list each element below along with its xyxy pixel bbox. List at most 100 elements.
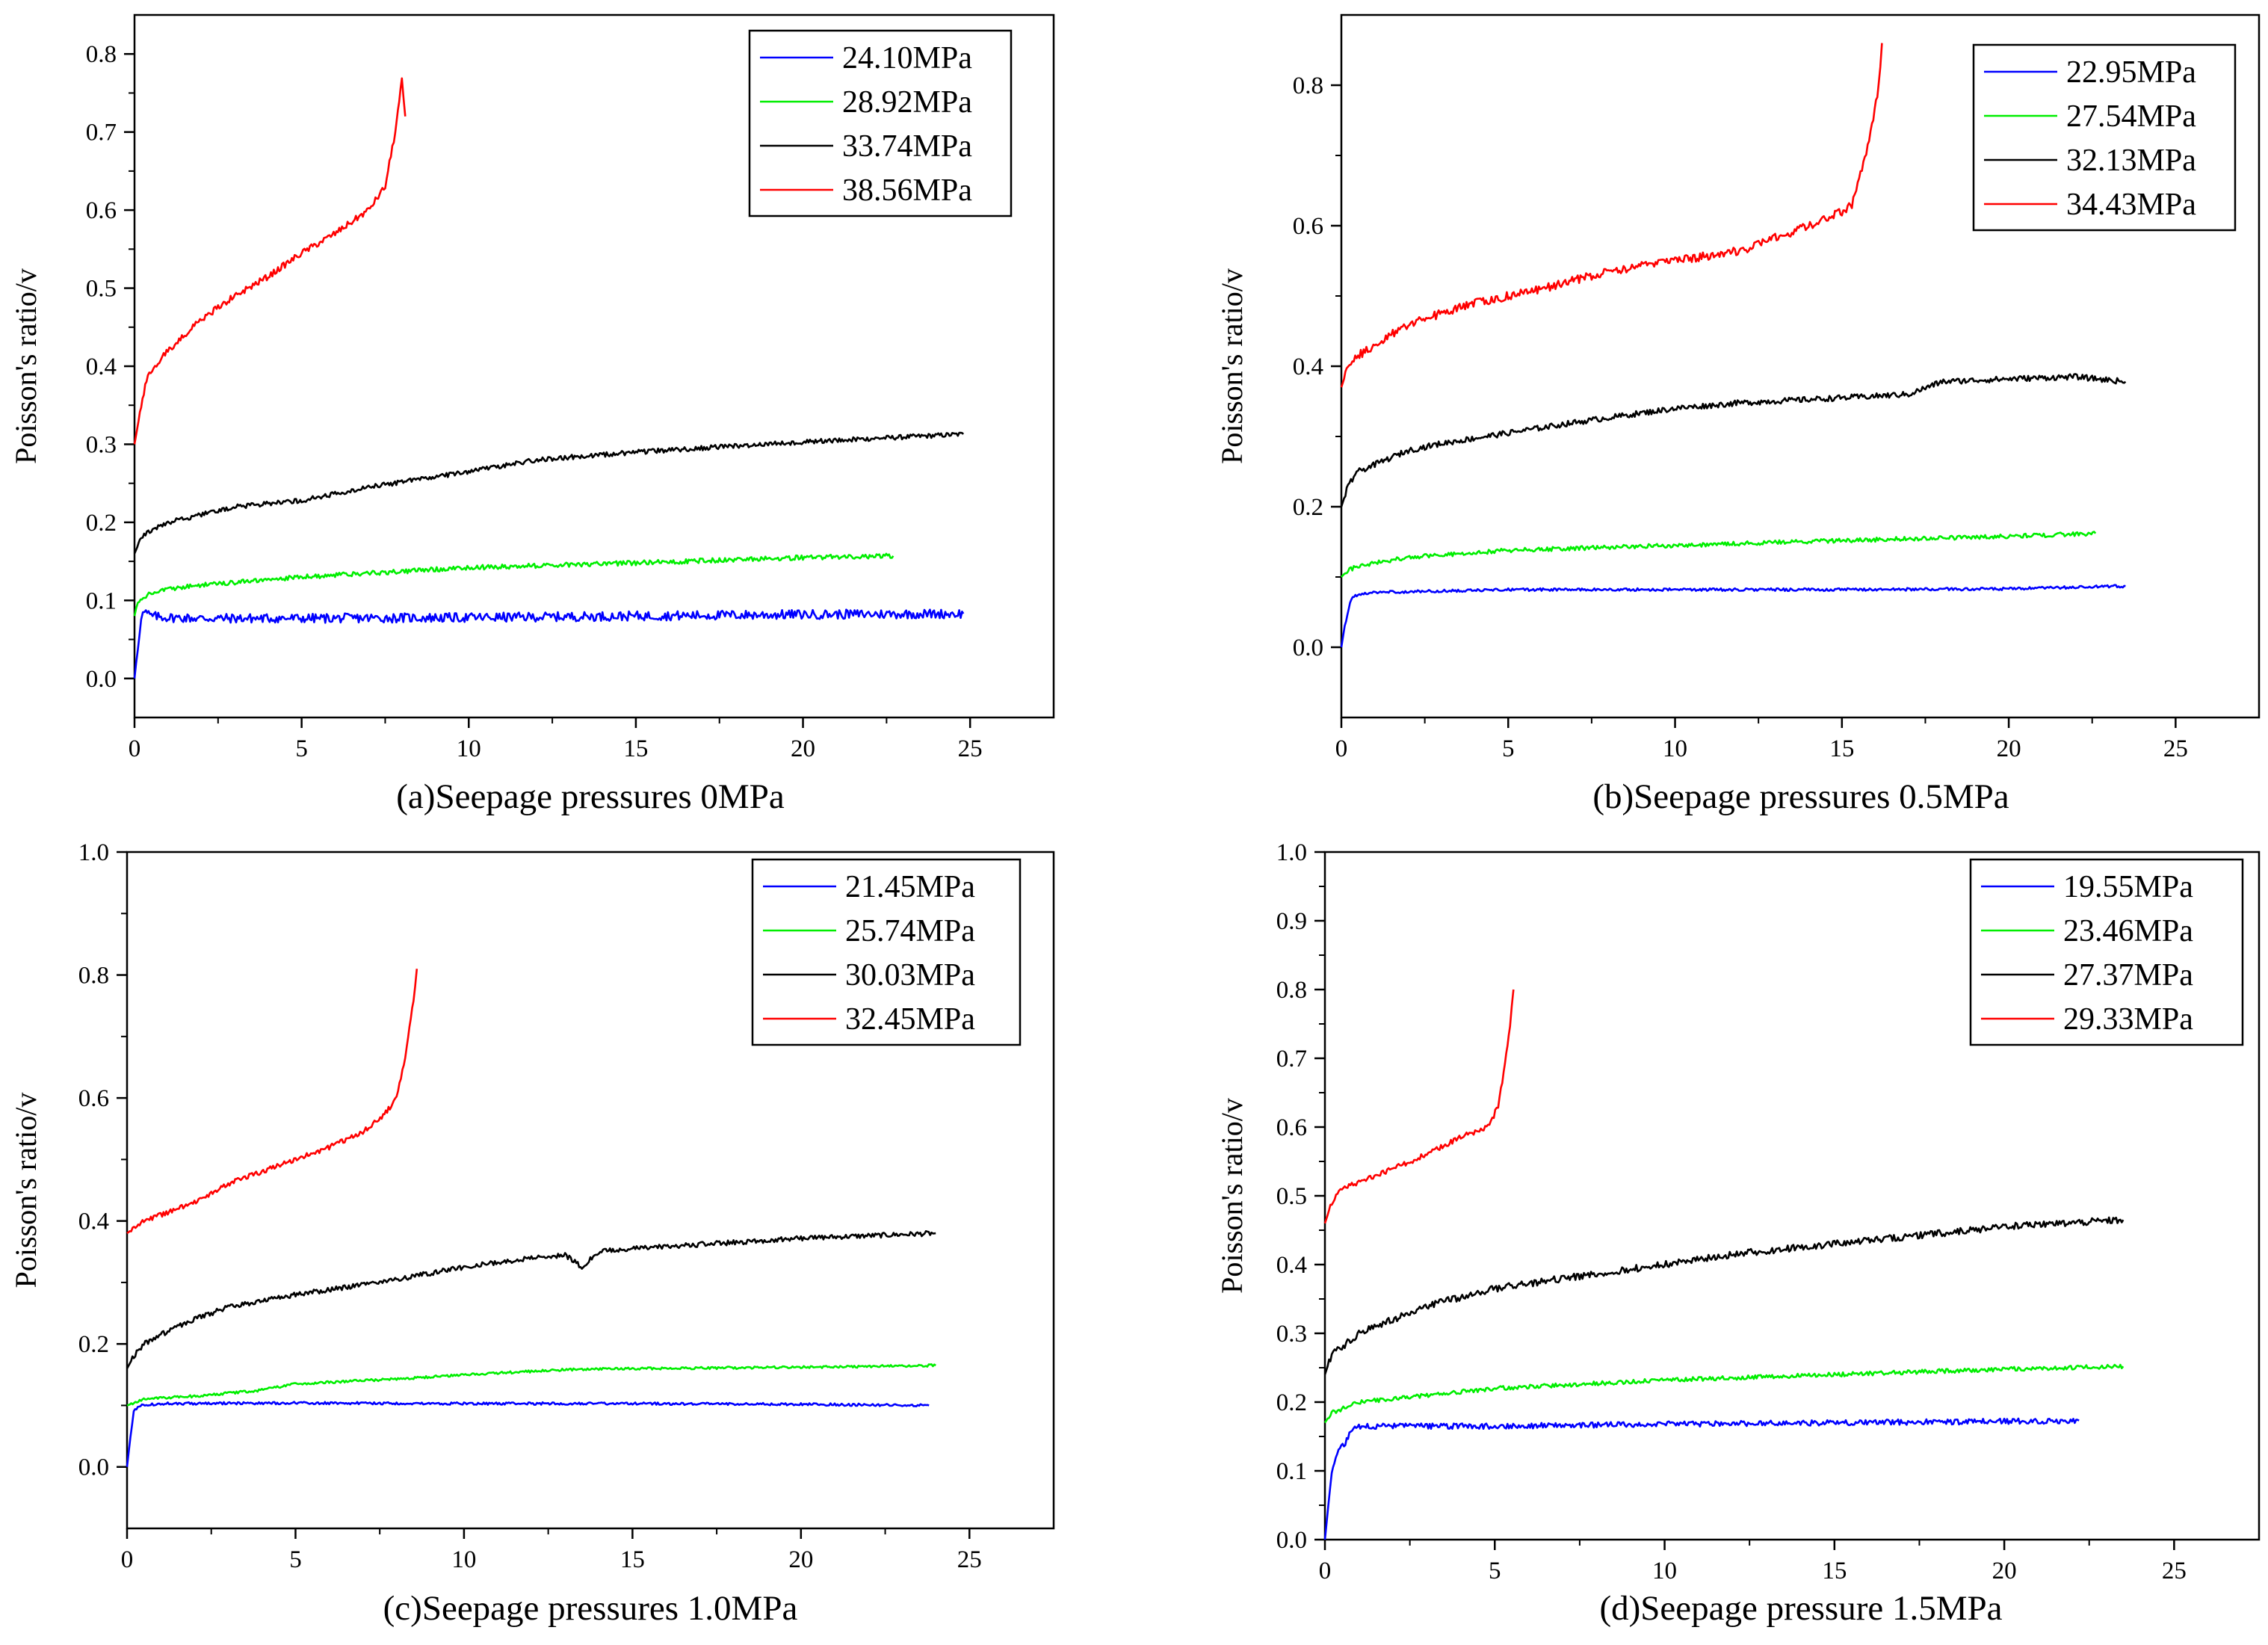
legend-box <box>751 858 1022 1046</box>
y-tick-label: 0.4 <box>1276 1252 1307 1279</box>
x-tick-label: 25 <box>957 1546 982 1573</box>
x-tick-label: 15 <box>620 1546 645 1573</box>
series-line-28.92MPa <box>133 552 894 617</box>
y-axis-title: Poisson's ratio/v <box>1215 268 1249 464</box>
series-line-19.55MPa <box>1323 1417 2080 1540</box>
series-line-30.03MPa <box>126 1230 936 1369</box>
y-tick-label: 0.7 <box>86 120 117 146</box>
x-tick-label: 5 <box>295 735 308 762</box>
series-line-25.74MPa <box>126 1363 936 1407</box>
x-tick-label: 10 <box>457 735 481 762</box>
x-tick-label: 5 <box>1502 735 1515 762</box>
legend-label: 25.74MPa <box>845 914 975 948</box>
series-line-29.33MPa <box>1323 989 1515 1224</box>
y-tick-label: 0.6 <box>78 1085 109 1112</box>
x-tick-label: 10 <box>451 1546 476 1573</box>
legend-label: 34.43MPa <box>2066 188 2196 222</box>
y-tick-label: 0.0 <box>1276 1527 1307 1554</box>
x-tick-label: 0 <box>129 735 141 762</box>
y-tick-label: 0.0 <box>78 1454 109 1481</box>
y-tick-label: 0.8 <box>1293 72 1323 99</box>
series-line-33.74MPa <box>133 431 965 555</box>
y-tick-label: 0.6 <box>1276 1114 1307 1141</box>
x-tick-label: 15 <box>623 735 648 762</box>
y-tick-label: 0.8 <box>86 41 117 68</box>
chart-panel-2: 0 5 10 15 20 25 0.0 0.2 0.4 0.6 0.8 Poisson's ratio… <box>1215 13 2261 816</box>
y-tick-label: 0.6 <box>1293 213 1323 240</box>
x-tick-label: 0 <box>1319 1558 1332 1584</box>
series-line-22.95MPa <box>1340 584 2126 648</box>
legend-label: 23.46MPa <box>2063 914 2193 948</box>
y-axis-title: Poisson's ratio/v <box>9 1093 43 1288</box>
x-tick-label: 15 <box>1829 735 1854 762</box>
legend-label: 32.45MPa <box>845 1002 975 1037</box>
y-tick-label: 0.3 <box>1276 1321 1307 1348</box>
legend-label: 22.95MPa <box>2066 55 2196 90</box>
series-line-34.43MPa <box>1340 43 1883 388</box>
x-tick-label: 25 <box>2163 735 2188 762</box>
y-tick-label: 0.2 <box>1293 494 1323 521</box>
legend-label: 27.37MPa <box>2063 958 2193 993</box>
chart-panel-4: 0 5 10 15 20 25 0.0 0.1 0.2 0.3 0.4 0.5 0.6 0.7 0.8 0.9… <box>1215 839 2261 1628</box>
y-tick-label: 0.2 <box>78 1331 109 1358</box>
y-axis-title: Poisson's ratio/v <box>1215 1098 1249 1294</box>
chart-panel-1: 0 5 10 15 20 25 0.0 0.1 0.2 0.3 0.4 0.5 0.6 0.7 0.8 Poi… <box>9 13 1055 816</box>
x-tick-label: 10 <box>1652 1558 1677 1584</box>
series-line-32.13MPa <box>1340 373 2127 507</box>
x-tick-label: 20 <box>1992 1558 2017 1584</box>
legend-label: 27.54MPa <box>2066 99 2196 134</box>
legend-box <box>748 29 1013 217</box>
series-line-27.54MPa <box>1341 531 2097 578</box>
legend-label: 30.03MPa <box>845 958 975 993</box>
y-tick-label: 0.4 <box>1293 354 1323 380</box>
y-tick-label: 0.2 <box>86 510 117 537</box>
legend-label: 28.92MPa <box>842 85 972 120</box>
plot-frame <box>126 851 1055 1530</box>
y-tick-label: 0.9 <box>1276 908 1307 935</box>
x-tick-label: 15 <box>1822 1558 1847 1584</box>
series-line-32.45MPa <box>126 969 418 1235</box>
series-line-21.45MPa <box>126 1401 930 1467</box>
panel-caption: (a)Seepage pressures 0MPa <box>396 777 785 816</box>
y-tick-label: 0.0 <box>86 666 117 693</box>
x-tick-label: 10 <box>1663 735 1687 762</box>
y-tick-label: 0.1 <box>1276 1458 1307 1485</box>
y-tick-label: 0.2 <box>1276 1389 1307 1416</box>
legend-label: 32.13MPa <box>2066 143 2196 178</box>
y-tick-label: 0.0 <box>1293 635 1323 661</box>
series-line-24.10MPa <box>133 608 965 679</box>
x-tick-label: 20 <box>1997 735 2021 762</box>
y-tick-label: 0.8 <box>78 963 109 990</box>
legend-label: 33.74MPa <box>842 129 972 164</box>
legend-label: 19.55MPa <box>2063 870 2193 904</box>
y-tick-label: 0.5 <box>1276 1183 1307 1210</box>
y-tick-label: 0.1 <box>86 587 117 614</box>
x-tick-label: 0 <box>1335 735 1348 762</box>
y-axis-title: Poisson's ratio/v <box>9 268 43 464</box>
x-tick-label: 0 <box>121 1546 134 1573</box>
chart-panel-3: 0 5 10 15 20 25 0.0 0.2 0.4 0.6 0.8 1.0 Poisson's ra… <box>9 839 1055 1628</box>
legend-box <box>1969 858 2244 1046</box>
y-tick-label: 1.0 <box>78 839 109 866</box>
x-tick-label: 5 <box>1489 1558 1501 1584</box>
panel-caption: (c)Seepage pressures 1.0MPa <box>383 1589 798 1628</box>
series-line-27.37MPa <box>1323 1216 2125 1375</box>
y-tick-label: 0.4 <box>86 354 117 380</box>
y-tick-label: 0.6 <box>86 197 117 224</box>
series-line-23.46MPa <box>1323 1363 2125 1424</box>
legend-label: 21.45MPa <box>845 870 975 904</box>
y-tick-label: 1.0 <box>1276 839 1307 866</box>
panel-caption: (d)Seepage pressure 1.5MPa <box>1599 1589 2002 1628</box>
x-tick-label: 20 <box>788 1546 813 1573</box>
y-tick-label: 0.4 <box>78 1209 109 1235</box>
y-tick-label: 0.8 <box>1276 977 1307 1004</box>
x-tick-label: 5 <box>289 1546 302 1573</box>
legend-box <box>1972 43 2237 232</box>
legend-label: 38.56MPa <box>842 173 972 208</box>
panel-caption: (b)Seepage pressures 0.5MPa <box>1592 777 2009 816</box>
legend-label: 24.10MPa <box>842 41 972 75</box>
series-line-38.56MPa <box>133 77 407 445</box>
y-tick-label: 0.5 <box>86 276 117 303</box>
x-tick-label: 25 <box>2162 1558 2187 1584</box>
